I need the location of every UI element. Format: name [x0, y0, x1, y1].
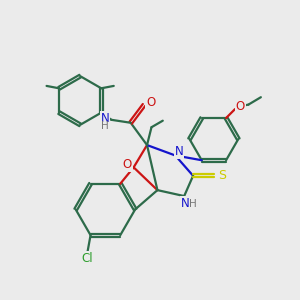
- Text: O: O: [236, 100, 245, 112]
- Text: N: N: [100, 112, 109, 125]
- Text: S: S: [218, 169, 226, 182]
- Text: H: H: [189, 200, 196, 209]
- Text: N: N: [181, 197, 190, 210]
- Text: H: H: [101, 121, 109, 131]
- Text: N: N: [175, 146, 183, 158]
- Text: O: O: [146, 96, 155, 109]
- Text: Cl: Cl: [82, 252, 93, 265]
- Text: O: O: [122, 158, 132, 172]
